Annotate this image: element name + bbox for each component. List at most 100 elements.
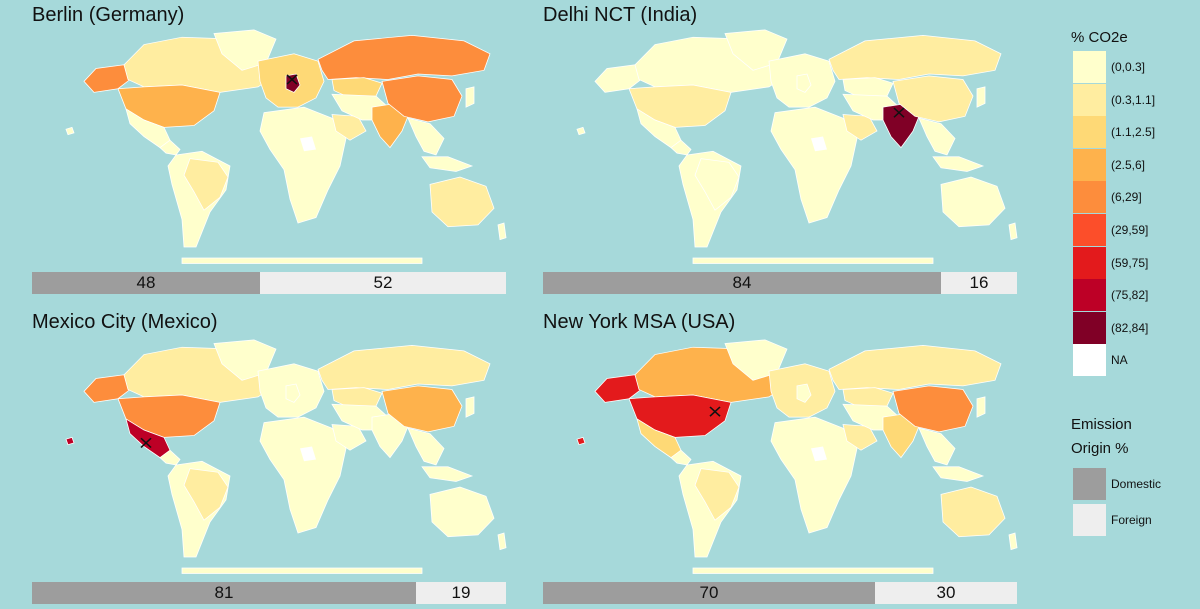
- country-indonesia: [421, 466, 474, 482]
- country-japan: [976, 396, 986, 418]
- country-hawaii: [65, 126, 75, 136]
- country-germany: [796, 383, 812, 403]
- country-australia: [429, 176, 495, 228]
- country-centralam: [159, 139, 181, 156]
- country-brazil: [694, 158, 740, 211]
- world-map: [65, 339, 507, 574]
- legend-swatch: [1073, 468, 1106, 500]
- country-germany: [796, 73, 812, 93]
- legend-label: NA: [1111, 353, 1128, 368]
- city-marker: [286, 74, 298, 85]
- domestic-share: 48: [32, 272, 260, 294]
- domestic-share: 81: [32, 582, 416, 604]
- legend-label: (0,0.3]: [1111, 60, 1146, 74]
- legend-label: (75,82]: [1111, 288, 1149, 303]
- country-nz: [1008, 532, 1018, 551]
- legend-swatch: [1073, 504, 1106, 536]
- country-japan: [465, 86, 475, 108]
- country-antarctica: [181, 567, 423, 574]
- country-seasia: [407, 427, 445, 466]
- panel-title: New York MSA (USA): [543, 311, 736, 333]
- country-antarctica: [181, 257, 423, 264]
- country-seasia: [918, 117, 956, 156]
- domestic-share: 84: [543, 272, 941, 294]
- country-indonesia: [421, 156, 474, 172]
- country-china: [892, 385, 974, 433]
- legend-label: (82,84]: [1111, 320, 1149, 335]
- country-hawaii: [576, 126, 586, 136]
- country-japan: [976, 86, 986, 108]
- legend-title: Origin %: [1071, 440, 1129, 457]
- country-antarctica: [692, 257, 934, 264]
- legend-label: (29,59]: [1111, 223, 1149, 237]
- country-nz: [1008, 222, 1018, 241]
- panel-title: Delhi NCT (India): [543, 4, 698, 26]
- country-seasia: [407, 117, 445, 156]
- country-china: [381, 385, 463, 433]
- country-centralam: [159, 449, 181, 466]
- legend-swatch: [1073, 344, 1106, 377]
- legend-label: (59,75]: [1111, 255, 1149, 270]
- country-seasia: [918, 427, 956, 466]
- legend-swatch: [1073, 279, 1106, 312]
- na-region: [300, 446, 316, 462]
- city-marker: [140, 437, 152, 449]
- na-region: [300, 136, 316, 152]
- country-brazil: [694, 468, 740, 521]
- legend-label: (1.1,2.5]: [1111, 125, 1156, 140]
- foreign-share: 52: [260, 272, 506, 294]
- country-australia: [429, 486, 495, 538]
- country-australia: [940, 176, 1006, 228]
- foreign-share: 30: [875, 582, 1017, 604]
- na-region: [811, 136, 827, 152]
- legend-label: (6,29]: [1111, 190, 1142, 205]
- country-germany: [285, 383, 301, 403]
- foreign-share: 16: [941, 272, 1017, 294]
- country-germany: [285, 73, 301, 93]
- country-china: [892, 75, 974, 123]
- country-brazil: [183, 158, 229, 211]
- legend-swatch: [1073, 148, 1106, 181]
- country-russia: [317, 34, 491, 80]
- legend-label: (2.5,6]: [1111, 157, 1146, 172]
- country-brazil: [183, 468, 229, 521]
- world-map: [576, 339, 1018, 574]
- country-indonesia: [932, 466, 985, 482]
- country-russia: [828, 34, 1002, 80]
- legend-label: Foreign: [1111, 513, 1152, 527]
- legend-label: Domestic: [1111, 477, 1162, 491]
- panel-title: Berlin (Germany): [32, 4, 185, 26]
- country-africa: [259, 106, 347, 224]
- country-hawaii: [65, 436, 75, 446]
- world-map: [65, 29, 507, 264]
- foreign-share: 19: [416, 582, 506, 604]
- legend-swatch: [1073, 214, 1106, 246]
- city-marker: [709, 406, 721, 417]
- country-africa: [770, 416, 858, 534]
- world-map: [576, 29, 1018, 264]
- panel-title: Mexico City (Mexico): [32, 311, 218, 333]
- country-hawaii: [576, 436, 586, 446]
- country-china: [381, 75, 463, 123]
- country-nz: [497, 222, 507, 241]
- legend-title: Emission: [1071, 416, 1132, 433]
- na-region: [811, 446, 827, 462]
- legend-swatch: [1073, 181, 1106, 214]
- country-antarctica: [692, 567, 934, 574]
- country-africa: [259, 416, 347, 534]
- domestic-share: 70: [543, 582, 875, 604]
- country-indonesia: [932, 156, 985, 172]
- legend-swatch: [1073, 311, 1106, 344]
- legend-swatch: [1073, 51, 1106, 83]
- legend-label: (0.3,1.1]: [1111, 92, 1156, 107]
- legend-swatch: [1073, 246, 1106, 279]
- country-japan: [465, 396, 475, 418]
- country-australia: [940, 486, 1006, 538]
- country-centralam: [670, 449, 692, 466]
- legend-swatch: [1073, 83, 1106, 116]
- country-russia: [828, 344, 1002, 390]
- legend-title: % CO2e: [1071, 29, 1128, 46]
- city-marker: [893, 107, 905, 118]
